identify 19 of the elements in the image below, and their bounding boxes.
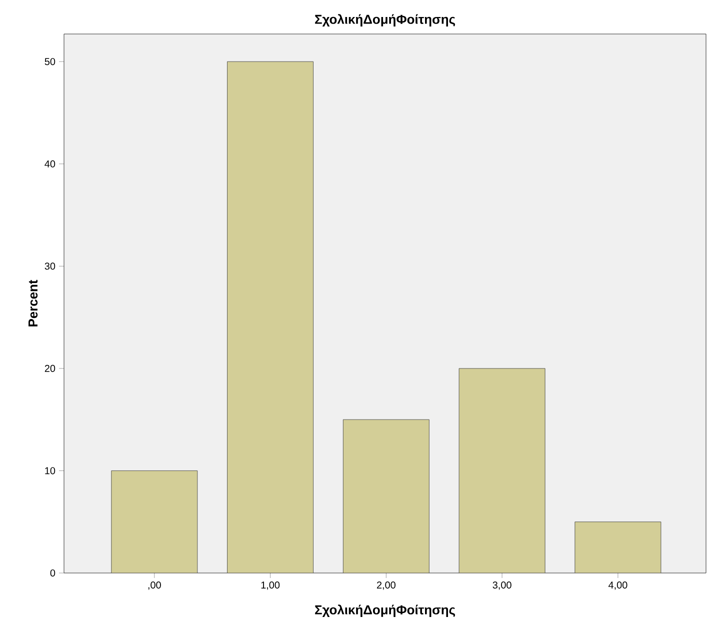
- x-tick-label: 3,00: [492, 582, 512, 590]
- y-tick-label: 20: [44, 364, 56, 372]
- x-tick-label: ,00: [148, 582, 161, 590]
- y-tick-label: 0: [50, 569, 56, 577]
- y-tick-label: 30: [44, 262, 56, 270]
- x-tick-label: 4,00: [608, 582, 628, 590]
- bar: [111, 470, 198, 573]
- y-axis-title: Percent: [28, 280, 38, 326]
- chart-title: ΣχολικήΔομήΦοίτησης: [315, 14, 456, 26]
- bar: [343, 420, 430, 573]
- x-tick-label: 2,00: [376, 582, 396, 590]
- y-tick-label: 40: [44, 160, 56, 168]
- y-tick-label: 10: [45, 467, 56, 474]
- bar: [574, 522, 662, 573]
- x-axis-title: ΣχολικήΔομήΦοίτησης: [315, 604, 456, 617]
- y-tick-label: 50: [44, 58, 56, 66]
- x-tick-label: 1,00: [261, 582, 280, 590]
- bar: [227, 61, 314, 573]
- bar: [458, 368, 546, 573]
